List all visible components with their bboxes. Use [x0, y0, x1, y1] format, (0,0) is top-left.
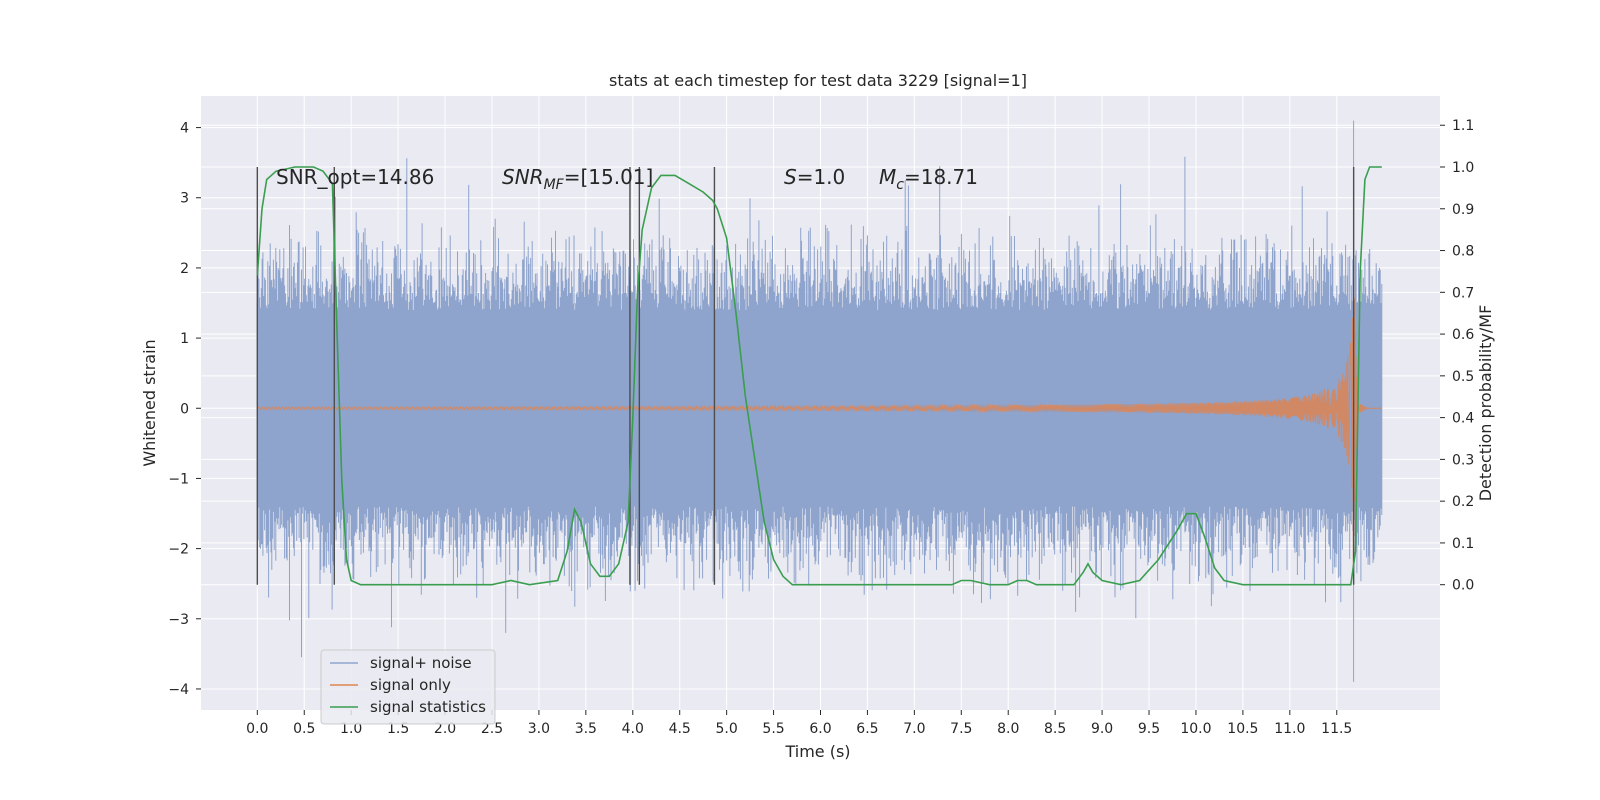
x-tick-label: 4.5 [669, 721, 691, 737]
x-tick-label: 0.5 [293, 721, 315, 737]
legend-label-stats: signal statistics [370, 698, 486, 716]
y-tick-label: 0 [180, 401, 189, 417]
y-tick-label: 4 [180, 121, 189, 137]
x-tick-label: 1.5 [387, 721, 409, 737]
y-right-tick-label: 0.3 [1452, 452, 1474, 468]
x-tick-label: 5.0 [716, 721, 738, 737]
x-tick-label: 10.5 [1227, 721, 1258, 737]
x-tick-label: 0.0 [246, 721, 268, 737]
y-tick-label: 1 [180, 331, 189, 347]
x-tick-label: 11.0 [1274, 721, 1305, 737]
annotation-mc: Mc=18.71 [879, 165, 978, 193]
x-tick-label: 7.5 [950, 721, 972, 737]
y-right-axis-label: Detection probability/MF [1476, 305, 1495, 502]
mc-value: =18.71 [904, 165, 978, 189]
y-axis-ticks: 4 3 2 1 0 −1 −2 −3 −4 [168, 121, 201, 698]
x-tick-label: 7.0 [903, 721, 925, 737]
x-tick-label: 3.0 [528, 721, 550, 737]
annotation-snr-opt: SNR_opt=14.86 [276, 165, 434, 189]
x-tick-label: 1.0 [340, 721, 362, 737]
x-tick-label: 5.5 [762, 721, 784, 737]
y-tick-label: −3 [168, 612, 189, 628]
x-tick-label: 6.5 [856, 721, 878, 737]
y-tick-label: 2 [180, 261, 189, 277]
legend-label-signal: signal only [370, 676, 451, 694]
series-signal-statistics [256, 166, 1382, 586]
y-tick-label: −2 [168, 542, 189, 558]
y-right-tick-label: 0.2 [1452, 494, 1474, 510]
x-tick-label: 3.5 [575, 721, 597, 737]
mc-subscript: c [896, 177, 904, 193]
y-axis-label: Whitened strain [140, 339, 159, 466]
chart-title: stats at each timestep for test data 322… [609, 71, 1027, 90]
x-axis-ticks: 0.0 0.5 1.0 1.5 2.0 2.5 3.0 3.5 4.0 4.5 5.0 5.5 6.0 6… [246, 710, 1352, 737]
y-right-tick-label: 0.5 [1452, 369, 1474, 385]
legend-label-noise: signal+ noise [370, 654, 472, 672]
snr-mf-subscript: MF [544, 177, 565, 193]
y-right-tick-label: 0.4 [1452, 411, 1474, 427]
y-right-tick-label: 0.9 [1452, 202, 1474, 218]
mc-symbol: M [879, 165, 896, 189]
x-tick-label: 2.5 [481, 721, 503, 737]
y-tick-label: −1 [168, 471, 189, 487]
y-right-tick-label: 1.0 [1452, 160, 1474, 176]
y-tick-label: −4 [168, 682, 189, 698]
x-tick-label: 9.0 [1091, 721, 1113, 737]
legend: signal+ noise signal only signal statist… [320, 649, 496, 725]
snr-mf-symbol: SNR [502, 165, 544, 189]
y-right-tick-label: 1.1 [1452, 118, 1474, 134]
y-right-tick-label: 0.8 [1452, 244, 1474, 260]
y-right-tick-label: 0.6 [1452, 327, 1474, 343]
legend-box [320, 649, 496, 725]
x-tick-label: 8.0 [997, 721, 1019, 737]
x-tick-label: 4.0 [622, 721, 644, 737]
x-axis-label: Time (s) [784, 742, 850, 761]
y-right-tick-label: 0.0 [1452, 578, 1474, 594]
s-value: =1.0 [797, 165, 846, 189]
y-tick-label: 3 [180, 191, 189, 207]
snr-mf-value: =[15.01] [564, 165, 654, 189]
y-right-tick-label: 0.7 [1452, 285, 1474, 301]
y-right-tick-label: 0.1 [1452, 536, 1474, 552]
x-tick-label: 8.5 [1044, 721, 1066, 737]
x-tick-label: 6.0 [809, 721, 831, 737]
x-tick-label: 2.0 [434, 721, 456, 737]
y-right-axis-ticks: 1.1 1.0 0.9 0.8 0.7 0.6 0.5 0.4 0.3 0.2 0.1 0.0 [1440, 118, 1474, 594]
x-tick-label: 11.5 [1321, 721, 1352, 737]
series-signal-only [256, 263, 1382, 571]
s-symbol: S [784, 165, 797, 189]
x-tick-label: 9.5 [1138, 721, 1160, 737]
annotation-s: S=1.0 [784, 165, 845, 189]
annotation-snr-mf: SNRMF=[15.01] [502, 165, 653, 193]
x-tick-label: 10.0 [1180, 721, 1211, 737]
